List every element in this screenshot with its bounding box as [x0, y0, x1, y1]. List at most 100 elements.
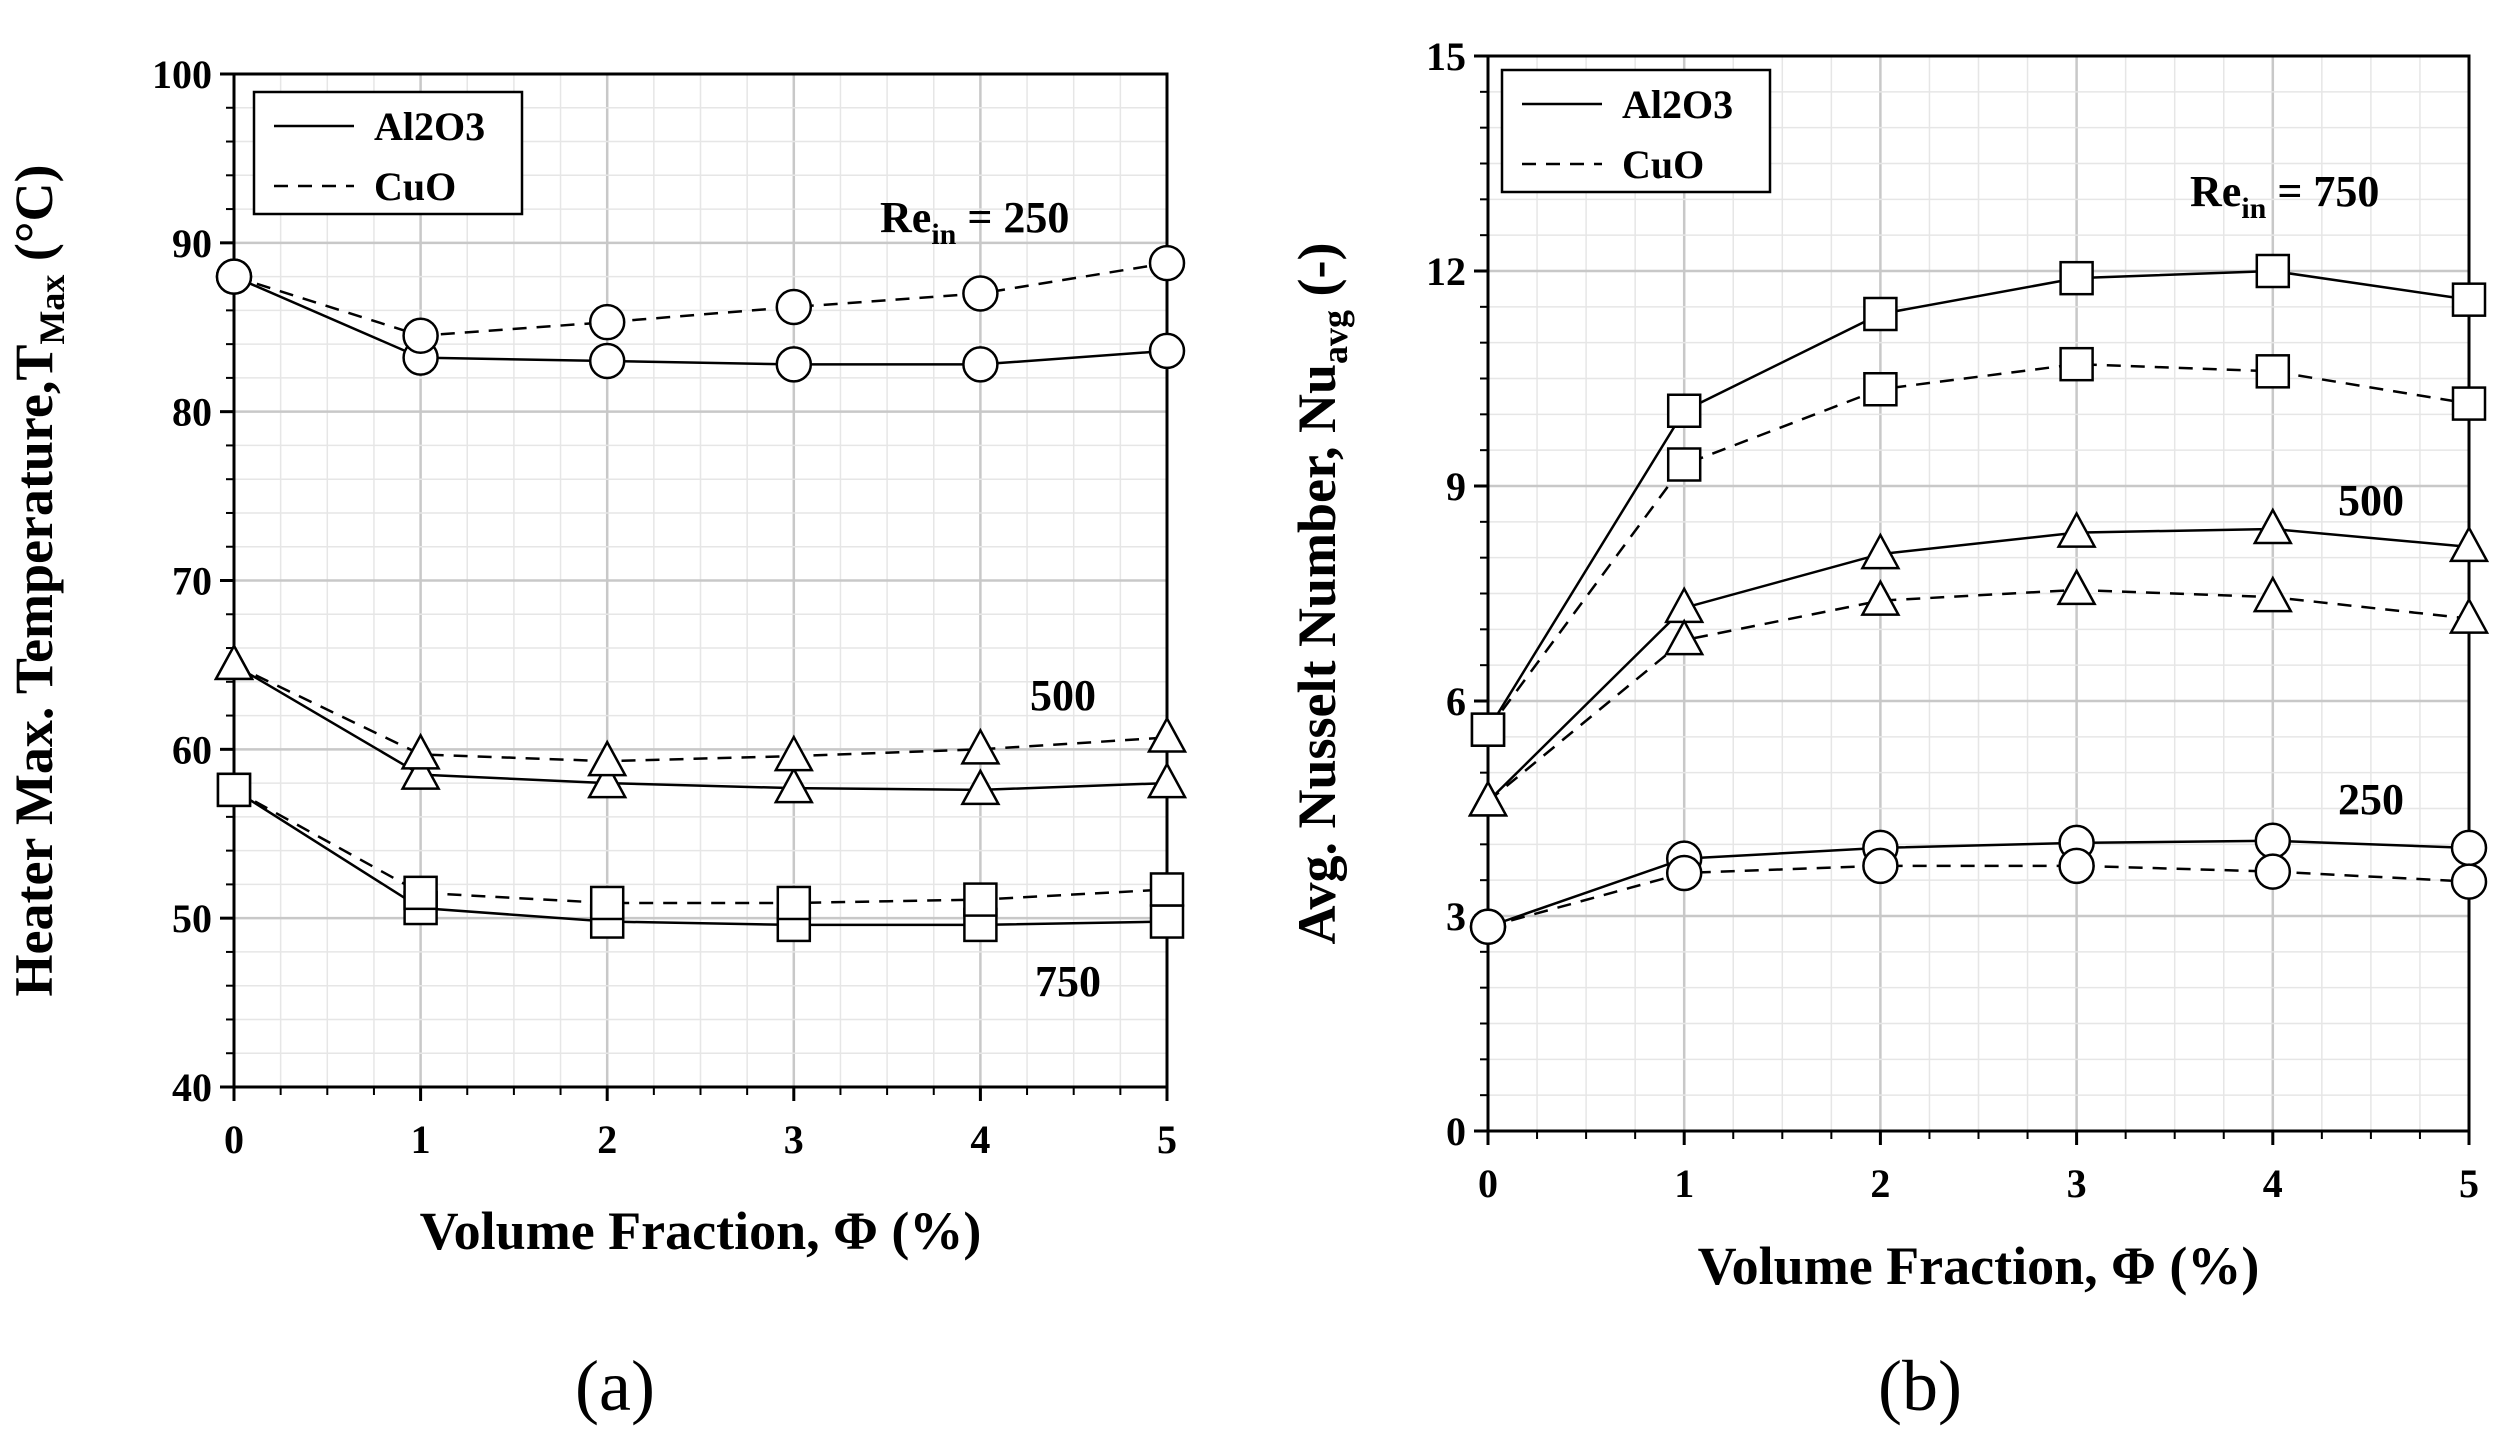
y-tick-label: 3 — [1446, 894, 1466, 939]
x-tick-label: 2 — [1870, 1161, 1890, 1206]
annotation-re500: 500 — [2338, 476, 2404, 525]
legend: Al2O3 CuO — [1500, 68, 1772, 194]
data-point-al2o3-re250 — [775, 346, 813, 383]
annotation-rest: = 750 — [2266, 167, 2379, 216]
data-point-cuo-re500 — [2252, 575, 2293, 613]
annotation-subscript: in — [2241, 192, 2266, 225]
x-tick-label: 1 — [411, 1117, 431, 1162]
data-point-al2o3-re750 — [2059, 260, 2094, 296]
data-point-cuo-re250 — [1469, 908, 1507, 945]
data-point-cuo-re500 — [1860, 579, 1901, 616]
data-point-cuo-re500 — [213, 643, 255, 681]
grid — [234, 74, 1167, 1087]
data-point-al2o3-re500 — [587, 761, 628, 799]
y-tick-label: 50 — [172, 896, 212, 941]
grid — [1488, 56, 2469, 1131]
data-point-cuo-re250 — [1665, 854, 1703, 892]
data-point-al2o3-re750 — [2451, 282, 2487, 317]
y-axis-title-subscript: Max — [32, 275, 72, 345]
data-point-cuo-re500 — [960, 727, 1001, 765]
legend-label: Al2O3 — [374, 104, 485, 149]
legend-box — [252, 90, 524, 216]
y-axis-title-main: Heater Max. Temperature,T — [4, 345, 64, 997]
data-point-cuo-re250 — [2254, 853, 2292, 890]
data-point-cuo-re750 — [776, 885, 812, 921]
panel-label: (b) — [1878, 1346, 1962, 1426]
annotation-re250: Rein = 250 — [880, 193, 1069, 251]
data-point-cuo-re750 — [1863, 372, 1898, 407]
series-lines — [1486, 269, 2470, 928]
series-line-cuo-re750 — [1486, 362, 2470, 731]
series-line-cuo-re500 — [1487, 588, 2470, 803]
x-axis-title: Volume Fraction, Φ (%) — [1698, 1236, 2260, 1296]
data-point-cuo-re500 — [2448, 596, 2490, 634]
data-point-cuo-re750 — [2451, 386, 2487, 421]
x-tick-label: 5 — [1157, 1117, 1177, 1162]
data-point-cuo-re750 — [1666, 447, 1702, 482]
y-tick-label: 80 — [172, 390, 212, 435]
y-axis-title-unit: (°C) — [4, 165, 64, 275]
data-point-al2o3-re500 — [960, 768, 1001, 806]
y-tick-label: 40 — [172, 1065, 212, 1110]
data-point-al2o3-re500 — [2056, 510, 2097, 548]
data-point-al2o3-re750 — [1863, 296, 1898, 332]
series-line-al2o3-re750 — [233, 788, 1168, 927]
series-line-al2o3-re500 — [233, 663, 1168, 792]
data-point-cuo-re250 — [588, 303, 626, 341]
data-point-cuo-re750 — [216, 772, 252, 808]
data-point-cuo-re750 — [2255, 354, 2291, 389]
y-tick-label: 60 — [172, 727, 212, 772]
data-point-cuo-re250 — [962, 275, 999, 312]
series-line-cuo-re500 — [233, 663, 1168, 763]
data-point-al2o3-re500 — [400, 753, 441, 790]
data-point-cuo-re500 — [400, 732, 441, 770]
y-axis-title-subscript: avg — [1315, 310, 1355, 364]
data-point-cuo-re750 — [589, 885, 625, 921]
data-point-cuo-re750 — [963, 882, 998, 917]
y-tick-label: 100 — [152, 52, 212, 97]
y-tick-label: 90 — [172, 221, 212, 266]
series-line-cuo-re750 — [233, 788, 1168, 905]
data-point-cuo-re500 — [1146, 715, 1188, 753]
legend: Al2O3 CuO — [252, 90, 524, 216]
annotation-main: Re — [2190, 167, 2241, 216]
data-point-cuo-re500 — [2056, 568, 2097, 606]
series-line-al2o3-re500 — [1487, 527, 2470, 803]
data-point-al2o3-re250 — [962, 346, 999, 383]
annotation-rest: = 250 — [956, 193, 1069, 242]
data-point-cuo-re750 — [1149, 872, 1185, 907]
data-point-cuo-re250 — [402, 317, 439, 354]
data-point-al2o3-re750 — [2255, 253, 2291, 289]
legend-label: CuO — [374, 164, 456, 209]
chart-a: 0 1 2 3 4 5 40 50 60 70 80 90 100 Volume Fraction, Φ … — [4, 52, 1188, 1426]
annotation-re750: 750 — [1035, 957, 1101, 1006]
annotation-main: Re — [880, 193, 931, 242]
data-point-cuo-re500 — [1467, 779, 1509, 817]
annotation-re750: Rein = 750 — [2190, 167, 2379, 225]
legend-label: Al2O3 — [1622, 82, 1733, 127]
y-axis-title-unit: (-) — [1287, 242, 1347, 309]
series-line-al2o3-re750 — [1486, 269, 2470, 731]
data-point-al2o3-re500 — [1860, 532, 1901, 570]
x-tick-label: 5 — [2459, 1161, 2479, 1206]
data-point-al2o3-re250 — [588, 342, 626, 380]
data-point-al2o3-re500 — [2448, 525, 2490, 563]
y-axis-title: Avg. Nusselt Number, Nuavg (-) — [1287, 242, 1355, 944]
data-point-al2o3-re750 — [1149, 904, 1185, 939]
x-tick-label: 3 — [784, 1117, 804, 1162]
data-point-cuo-re500 — [773, 734, 814, 772]
x-tick-label: 4 — [2263, 1161, 2283, 1206]
legend-box — [1500, 68, 1772, 194]
series-markers — [213, 244, 1188, 943]
y-axis-title: Heater Max. Temperature,TMax (°C) — [4, 165, 72, 997]
y-tick-label: 9 — [1446, 464, 1466, 509]
y-tick-label: 0 — [1446, 1109, 1466, 1154]
data-point-cuo-re250 — [1148, 244, 1186, 282]
x-tick-label: 3 — [2067, 1161, 2087, 1206]
data-point-cuo-re500 — [587, 739, 628, 777]
data-point-al2o3-re250 — [1148, 332, 1186, 370]
data-point-cuo-re250 — [2058, 847, 2095, 885]
legend-label: CuO — [1622, 142, 1704, 187]
